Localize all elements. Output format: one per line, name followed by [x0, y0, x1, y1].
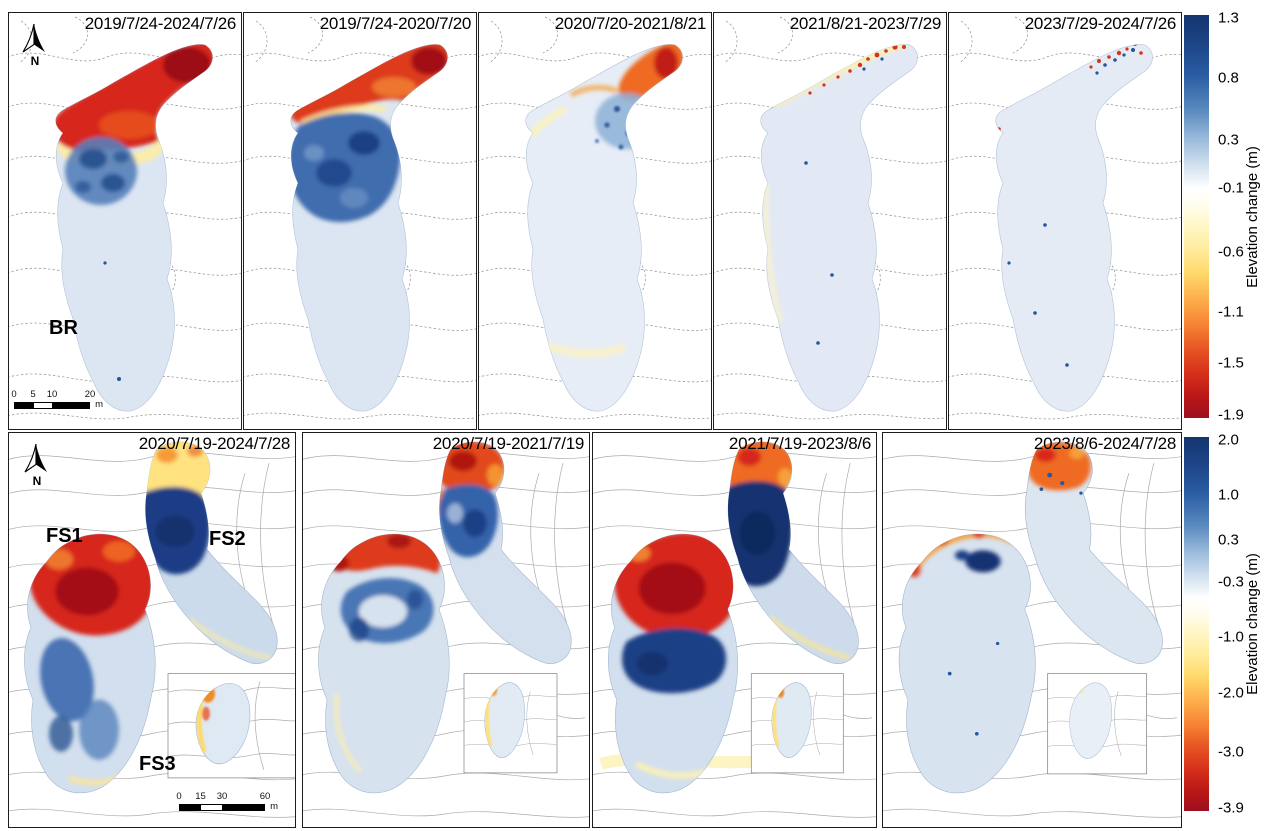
colorbar-row1: 1.3 0.8 0.3 -0.1 -0.6 -1.1 -1.5 -1.9 Ele…	[1184, 9, 1269, 424]
scale-bar-segments	[179, 804, 265, 811]
north-arrow: N	[23, 443, 51, 488]
colorbar-tick: 0.8	[1218, 69, 1239, 87]
inset-box	[1047, 673, 1148, 775]
scale-tick: 60	[259, 791, 271, 802]
colorbar-tick: -1.9	[1218, 406, 1244, 424]
map-br-4	[714, 16, 946, 420]
map-panel-br-2023-2024: 2023/7/29-2024/7/26	[948, 12, 1182, 430]
map-panel-fs-2023-2024: 2023/8/6-2024/7/28	[882, 432, 1182, 828]
glacier-label-fs3: FS3	[139, 753, 176, 775]
north-arrow-icon	[24, 443, 47, 473]
north-arrow-icon	[22, 23, 45, 53]
colorbar-tick: 2.0	[1218, 431, 1239, 449]
panel-title: 2021/8/21-2023/7/29	[789, 14, 942, 33]
map-fs-4	[883, 441, 1181, 818]
panel-title: 2020/7/20-2021/8/21	[554, 14, 707, 33]
colorbar-gradient-row1	[1184, 15, 1209, 418]
scale-bar-row1: 0 5 10 20 m	[11, 389, 103, 413]
map-panel-fs-2020-2024: N FS1 FS2 FS3 0 15 30 60 m 2020/7/19-202…	[8, 432, 296, 828]
map-panel-fs-2020-2021: 2020/7/19-2021/7/19	[302, 432, 590, 828]
colorbar-tick: -1.1	[1218, 303, 1244, 321]
colorbar-tick: 1.0	[1218, 486, 1239, 504]
inset-box	[167, 673, 295, 779]
colorbar-row2: 2.0 1.0 0.3 -0.3 -1.0 -2.0 -3.0 -3.9 Ele…	[1184, 431, 1269, 817]
colorbar-tick: -2.0	[1218, 684, 1244, 702]
map-panel-br-2019-2020: 2019/7/24-2020/7/20	[243, 12, 477, 430]
panel-title: 2021/7/19-2023/8/6	[728, 434, 871, 453]
scale-bar-row2: 0 15 30 60 m	[176, 791, 278, 815]
colorbar-tick: 0.3	[1218, 531, 1239, 549]
glacier-label-fs1: FS1	[46, 525, 83, 547]
panel-title: 2023/7/29-2024/7/26	[1024, 14, 1177, 33]
inset-box	[750, 673, 844, 774]
panel-title: 2019/7/24-2020/7/20	[319, 14, 472, 33]
scale-tick: 0	[11, 389, 17, 400]
colorbar-tick: 1.3	[1218, 9, 1239, 27]
panel-title: 2020/7/19-2021/7/19	[432, 434, 585, 453]
colorbar-tick: 0.3	[1218, 131, 1239, 149]
colorbar-tick: -0.3	[1218, 573, 1244, 591]
map-panel-fs-2021-2023: 2021/7/19-2023/8/6	[592, 432, 877, 828]
scale-tick: 0	[176, 791, 182, 802]
colorbar-gradient-row2	[1184, 437, 1209, 811]
map-panel-br-2020-2021: 2020/7/20-2021/8/21	[478, 12, 712, 430]
map-br-3	[479, 16, 711, 420]
scale-bar-segments	[14, 402, 90, 409]
map-fs-3	[593, 441, 876, 818]
scale-unit: m	[270, 801, 278, 812]
panel-title: 2019/7/24-2024/7/26	[84, 14, 237, 33]
inset-box	[463, 673, 558, 774]
map-br-5	[949, 16, 1181, 420]
glacier-label-fs2: FS2	[209, 528, 246, 550]
scale-tick: 20	[84, 389, 96, 400]
colorbar-tick: -3.9	[1218, 799, 1244, 817]
colorbar-tick: -0.6	[1218, 243, 1244, 261]
panel-title: 2020/7/19-2024/7/28	[138, 434, 291, 453]
map-panel-br-2019-2024: N BR 0 5 10 20 m 2019/7/24-2024/7/26	[8, 12, 242, 430]
glacier-label-br: BR	[49, 317, 78, 339]
north-label: N	[30, 54, 40, 68]
scale-tick: 30	[216, 791, 228, 802]
colorbar-tick: -0.1	[1218, 179, 1244, 197]
colorbar-tick: -1.0	[1218, 628, 1244, 646]
map-fs-1	[9, 441, 295, 818]
scale-tick: 10	[46, 389, 58, 400]
panel-title: 2023/8/6-2024/7/28	[1033, 434, 1176, 453]
north-label: N	[32, 474, 42, 488]
north-arrow: N	[21, 23, 49, 68]
colorbar-axis-label: Elevation change (m)	[1244, 145, 1261, 288]
map-fs-2	[303, 441, 589, 818]
colorbar-tick: -3.0	[1218, 743, 1244, 761]
map-br-2	[244, 16, 476, 420]
colorbar-axis-label: Elevation change (m)	[1244, 553, 1261, 695]
colorbar-tick: -1.5	[1218, 354, 1244, 372]
map-br-1	[9, 16, 241, 420]
map-panel-br-2021-2023: 2021/8/21-2023/7/29	[713, 12, 947, 430]
scale-unit: m	[95, 399, 103, 410]
scale-tick: 5	[30, 389, 36, 400]
scale-tick: 15	[195, 791, 206, 802]
